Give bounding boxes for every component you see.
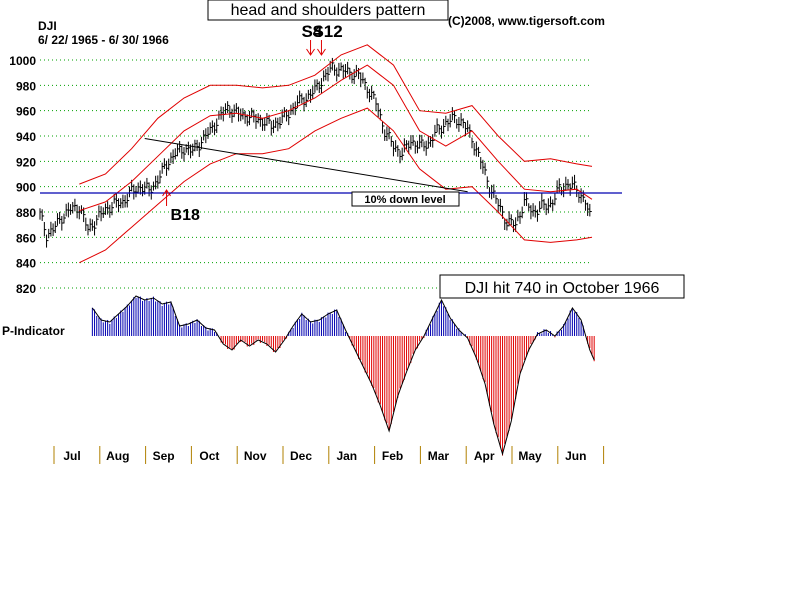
lower-band-line <box>79 107 593 264</box>
month-axis: Jul Aug Sep Oct Nov Dec Jan Feb Mar Apr May Jun <box>53 446 605 464</box>
ticker-label: DJI <box>38 19 57 33</box>
support-label: 10% down level <box>364 194 445 206</box>
middle-band-line <box>79 64 593 212</box>
chart-title: head and shoulders pattern <box>231 2 426 19</box>
sell-signal-label: S12 <box>312 22 342 41</box>
month-label: Sep <box>153 449 175 463</box>
neckline-group <box>144 138 468 193</box>
indicator-label: P-Indicator <box>2 324 65 338</box>
buy-signal-label: B18 <box>171 207 200 224</box>
title-box <box>207 0 449 21</box>
sell-arrow-head <box>306 48 315 56</box>
date-range: 6/ 22/ 1965 - 6/ 30/ 1966 <box>38 33 169 47</box>
price-bars <box>39 57 592 248</box>
month-label: May <box>518 449 542 463</box>
p-indicator-group <box>91 295 595 456</box>
y-tick-label: 860 <box>16 231 36 245</box>
sell-signal-label: S4 <box>302 22 323 41</box>
bands <box>40 44 622 264</box>
indicator-line <box>91 295 595 456</box>
month-label: Jan <box>336 449 357 463</box>
neckline <box>144 138 468 193</box>
note-box <box>439 274 685 299</box>
month-label: Dec <box>290 449 312 463</box>
sell-arrow-head <box>317 48 326 56</box>
month-label: Apr <box>474 449 495 463</box>
y-axis-tick-labels: 1000 980 960 940 920 900 880 860 840 820 <box>9 54 36 296</box>
month-label: Mar <box>428 449 450 463</box>
y-tick-label: 840 <box>16 257 36 271</box>
buy-arrow-head <box>162 189 171 197</box>
y-tick-label: 940 <box>16 130 36 144</box>
note-text: DJI hit 740 in October 1966 <box>465 280 660 297</box>
month-label: Aug <box>106 449 129 463</box>
y-tick-label: 900 <box>16 181 36 195</box>
month-label: Jul <box>63 449 80 463</box>
y-tick-label: 980 <box>16 79 36 93</box>
month-label: Jun <box>565 449 586 463</box>
copyright: (C)2008, www.tigersoft.com <box>448 14 605 28</box>
upper-band-line <box>79 44 593 185</box>
y-tick-label: 960 <box>16 105 36 119</box>
y-tick-label: 1000 <box>9 54 36 68</box>
y-tick-label: 820 <box>16 282 36 296</box>
gridlines <box>40 59 592 289</box>
month-label: Feb <box>382 449 403 463</box>
y-tick-label: 920 <box>16 155 36 169</box>
month-label: Nov <box>244 449 267 463</box>
y-tick-label: 880 <box>16 206 36 220</box>
month-label: Oct <box>199 449 219 463</box>
support-label-box <box>351 191 460 207</box>
